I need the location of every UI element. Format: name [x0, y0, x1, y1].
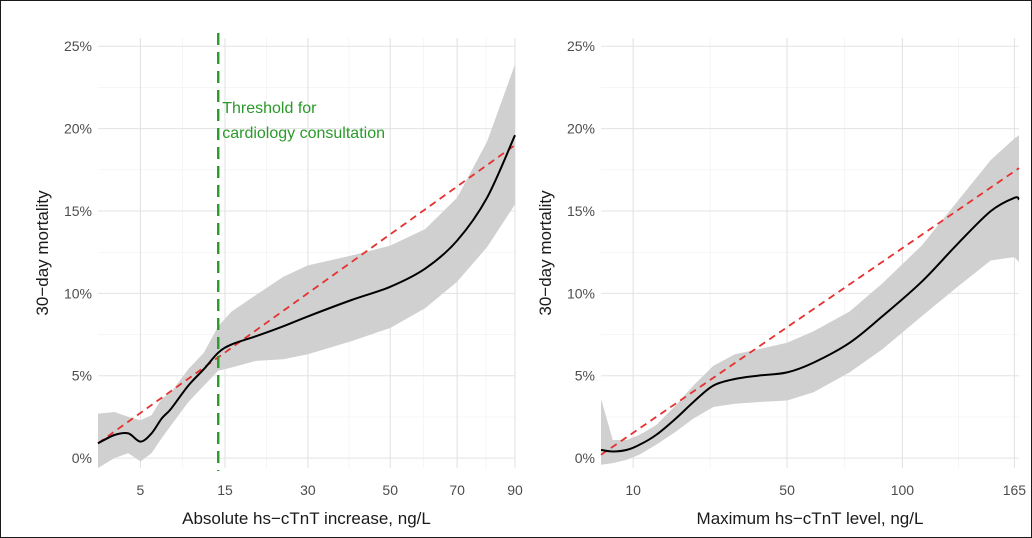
right-panel: 0% 5% 10% 15% 20% 25% 10 50 100 165 Maximum hs−cTn… — [536, 38, 1026, 528]
threshold-label: cardiology consultation — [222, 125, 385, 142]
y-tick-label: 25% — [64, 38, 92, 54]
y-tick-label: 5% — [575, 368, 595, 384]
x-axis-title: Absolute hs−cTnT increase, ng/L — [182, 509, 431, 528]
x-tick-label: 30 — [300, 482, 316, 498]
y-tick-label: 5% — [72, 368, 92, 384]
y-tick-label: 0% — [575, 450, 595, 466]
x-tick-label: 50 — [779, 482, 795, 498]
y-axis-title: 30−day mortality — [33, 190, 52, 316]
x-tick-label: 5 — [137, 482, 145, 498]
y-tick-label: 0% — [72, 450, 92, 466]
x-axis-title: Maximum hs−cTnT level, ng/L — [697, 509, 924, 528]
y-tick-label: 15% — [567, 203, 595, 219]
y-tick-label: 20% — [567, 121, 595, 137]
y-axis-title: 30−day mortality — [536, 190, 555, 316]
spline-curve — [97, 134, 516, 445]
x-tick-label: 90 — [507, 482, 523, 498]
x-tick-label: 70 — [449, 482, 465, 498]
linear-fit-line — [97, 144, 516, 445]
x-tick-label: 165 — [1003, 482, 1027, 498]
x-tick-label: 100 — [891, 482, 915, 498]
x-tick-label: 50 — [382, 482, 398, 498]
x-tick-label: 15 — [217, 482, 233, 498]
confidence-band — [601, 135, 1019, 465]
spline-curve — [600, 196, 1020, 453]
linear-fit-line — [600, 167, 1020, 456]
y-tick-label: 10% — [567, 285, 595, 301]
y-tick-label: 25% — [567, 38, 595, 54]
y-tick-label: 20% — [64, 121, 92, 137]
left-panel: 0% 5% 10% 15% 20% 25% 5 15 30 50 70 90 Threshold for… — [33, 33, 523, 528]
threshold-label: Threshold for — [222, 100, 317, 117]
confidence-band — [98, 64, 515, 469]
y-tick-label: 10% — [64, 285, 92, 301]
x-tick-label: 10 — [625, 482, 641, 498]
y-tick-label: 15% — [64, 203, 92, 219]
